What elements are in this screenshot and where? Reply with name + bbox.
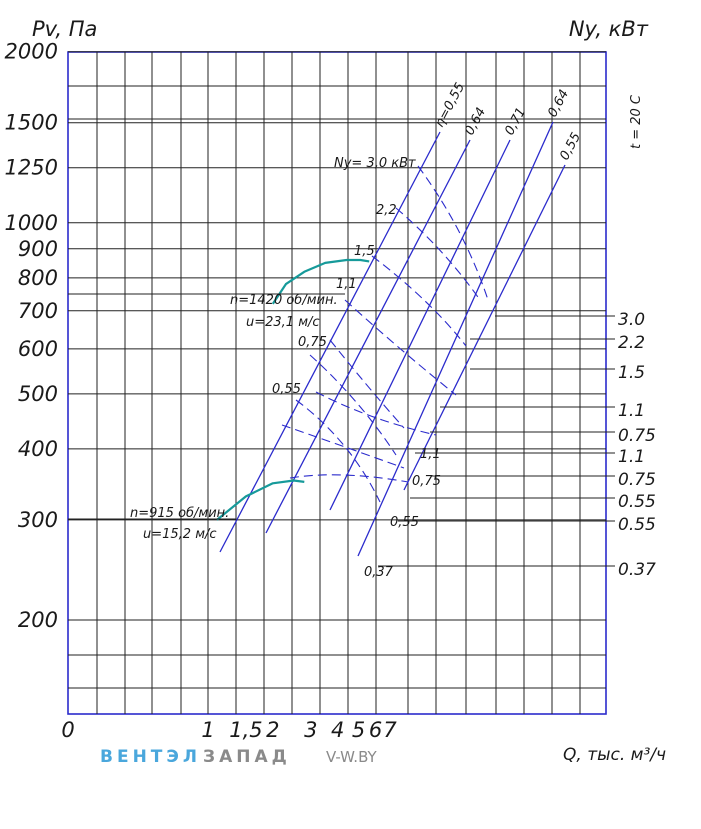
grid bbox=[67, 51, 607, 715]
right-power-label: 1.1 bbox=[618, 447, 645, 467]
series-name-lower: n=915 об/мин. bbox=[130, 506, 229, 521]
y-tick-label: 400 bbox=[18, 437, 58, 461]
efficiency-line bbox=[357, 121, 554, 557]
y-tick-label: 1500 bbox=[5, 111, 58, 135]
power-label: 1,1 bbox=[336, 277, 357, 292]
power-curve bbox=[309, 354, 397, 456]
y-tick-label: 600 bbox=[18, 337, 58, 361]
y-tick-label: 800 bbox=[18, 266, 58, 290]
x-tick-label: 1 bbox=[201, 718, 214, 742]
right-power-label: 0.55 bbox=[618, 492, 656, 512]
right-power-label: 0.75 bbox=[618, 426, 656, 446]
power-label: 1,1 bbox=[420, 447, 441, 462]
power-curve bbox=[295, 399, 381, 503]
plot-frame bbox=[67, 51, 607, 715]
power-curve bbox=[315, 391, 437, 436]
chart-labels: 2003004005006007008009001000125015002000… bbox=[5, 17, 667, 767]
power-label: 0,37 bbox=[364, 565, 394, 580]
y-axis-title: Pv, Па bbox=[32, 17, 97, 41]
power-curve bbox=[344, 299, 457, 396]
right-power-label: 0.55 bbox=[618, 515, 656, 535]
x-axis-title: Q, тыс. м³/ч bbox=[563, 745, 666, 765]
x-tick-label: 6 bbox=[369, 718, 382, 742]
efficiency-line bbox=[265, 139, 471, 534]
power-curve bbox=[329, 339, 405, 429]
power-curve bbox=[395, 207, 481, 301]
power-axis-title: Ny, кВт bbox=[569, 17, 649, 41]
y-tick-label: 500 bbox=[18, 382, 58, 406]
right-power-label: 2.2 bbox=[618, 333, 645, 353]
x-tick-label: 7 bbox=[383, 718, 397, 742]
power-label: 0,55 bbox=[390, 515, 419, 530]
x-tick-label: 2 bbox=[266, 718, 279, 742]
y-tick-label: 1250 bbox=[5, 156, 58, 180]
brand-part1: ВЕНТЭЛ bbox=[100, 747, 201, 767]
y-tick-label: 700 bbox=[18, 299, 58, 323]
series-speed-lower: u=15,2 м/с bbox=[143, 527, 217, 542]
y-tick-label: 2000 bbox=[5, 40, 58, 64]
power-label: 0,55 bbox=[272, 382, 301, 397]
right-power-label: 0.75 bbox=[618, 470, 656, 490]
efficiency-line bbox=[219, 131, 441, 553]
power-label: 0,75 bbox=[298, 335, 327, 350]
y-tick-label: 200 bbox=[18, 608, 58, 632]
right-power-label: 1.1 bbox=[618, 401, 645, 421]
brand-part2: ЗАПАД bbox=[203, 747, 291, 767]
y-tick-label: 1000 bbox=[5, 211, 58, 235]
x-tick-label: 5 bbox=[352, 718, 365, 742]
efficiency-line bbox=[403, 164, 566, 491]
right-power-label: 0.37 bbox=[618, 560, 656, 580]
efficiency-line bbox=[329, 139, 511, 511]
power-label: 1,5 bbox=[354, 244, 375, 259]
x-tick-label: 3 bbox=[304, 718, 317, 742]
y-tick-label: 900 bbox=[18, 237, 58, 261]
x-tick-label: 1,5 bbox=[229, 718, 262, 742]
series-name-upper: n=1420 об/мин. bbox=[230, 293, 338, 308]
series-speed-upper: u=23,1 м/с bbox=[246, 315, 320, 330]
brand-site: V-W.BY bbox=[326, 748, 378, 766]
x-tick-label: 0 bbox=[61, 718, 74, 742]
right-power-label: 1.5 bbox=[618, 363, 645, 383]
chart-lines bbox=[68, 121, 615, 567]
performance-curve bbox=[271, 258, 370, 305]
y-tick-label: 300 bbox=[18, 508, 58, 532]
efficiency-label: 0,64 bbox=[545, 87, 572, 120]
power-curve bbox=[289, 474, 409, 483]
power-label: 2,2 bbox=[376, 203, 397, 218]
power-curve bbox=[417, 165, 489, 301]
performance-curve bbox=[216, 479, 305, 521]
temperature-note: t = 20 С bbox=[629, 94, 644, 149]
power-curve bbox=[371, 255, 467, 347]
right-power-label: 3.0 bbox=[618, 310, 645, 330]
power-label: Ny= 3,0 кВт bbox=[334, 156, 416, 171]
efficiency-label: 0,71 bbox=[502, 105, 529, 138]
power-curve bbox=[281, 424, 405, 469]
power-label: 0,75 bbox=[412, 474, 441, 489]
x-tick-label: 4 bbox=[331, 718, 344, 742]
